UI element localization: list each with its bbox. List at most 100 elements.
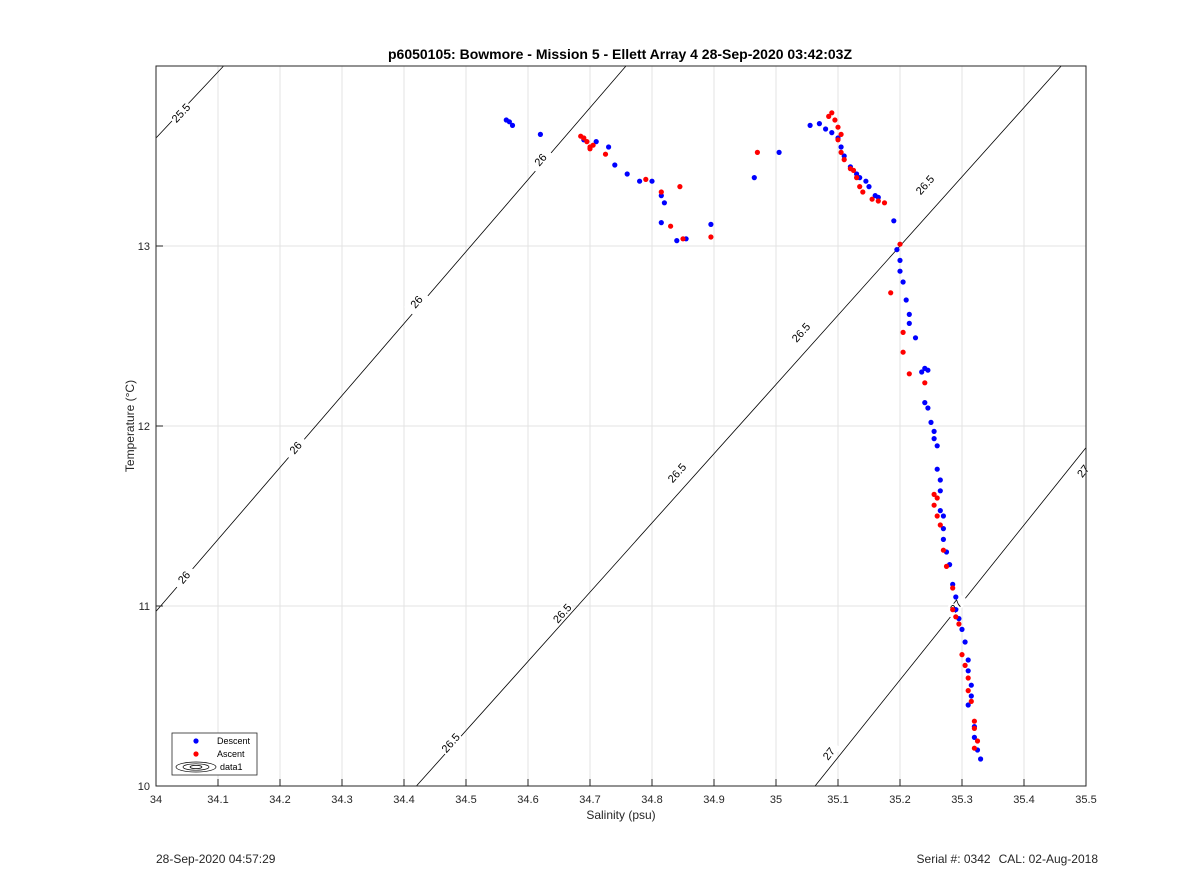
ascent-point <box>658 189 664 195</box>
descent-point <box>624 171 630 177</box>
legend-data1-label: data1 <box>220 762 243 772</box>
descent-point <box>661 200 668 206</box>
descent-point <box>906 320 912 326</box>
x-tick-label: 35.1 <box>827 794 848 806</box>
ascent-point <box>881 200 888 206</box>
descent-point <box>751 175 757 181</box>
isopycnal-label: 27 <box>1075 463 1092 480</box>
descent-point <box>965 702 971 708</box>
x-tick-label: 35.3 <box>951 794 972 806</box>
axes: 34 34.1 34.2 34.3 34.4 34.5 34.6 34.7 34.8 34.9 35… <box>138 241 1097 806</box>
isopycnal-label-bg <box>171 564 197 591</box>
ascent-point <box>974 738 981 744</box>
ascent-point <box>835 124 841 130</box>
x-tick-label: 34.6 <box>517 794 538 806</box>
descent-point <box>906 311 912 317</box>
ascent-point <box>959 652 965 658</box>
x-tick-label: 35.5 <box>1075 794 1096 806</box>
x-tick-label: 35.4 <box>1013 794 1034 806</box>
descent-point <box>823 126 829 132</box>
ascent-point <box>931 502 937 508</box>
descent-point <box>931 436 937 442</box>
ascent-point <box>931 491 937 497</box>
descent-point <box>854 171 860 177</box>
isopycnal-label-bg <box>168 99 194 126</box>
descent-point <box>968 693 974 699</box>
grid-lines <box>155 66 1087 787</box>
descent-point <box>708 221 714 227</box>
ascent-point <box>677 184 683 190</box>
isopycnal-label-bg <box>816 740 841 767</box>
ascent-point <box>668 223 674 229</box>
ascent-point <box>869 196 875 202</box>
footer-calibration: Serial #: 0342 CAL: 02-Aug-2018 <box>909 852 1098 866</box>
descent-point <box>925 367 931 373</box>
ascent-point <box>857 184 863 190</box>
descent-point <box>649 178 655 184</box>
ascent-point <box>940 547 947 553</box>
ascent-point <box>956 621 962 627</box>
descent-point <box>776 149 782 155</box>
descent-point <box>866 184 872 190</box>
legend: Descent Ascent data1 <box>171 732 258 776</box>
ascent-point <box>754 149 761 155</box>
isopycnal-label-bg <box>528 146 553 173</box>
ascent-point <box>841 157 847 163</box>
descent-point <box>506 119 512 125</box>
descent-point <box>900 279 906 285</box>
legend-descent-marker <box>193 738 199 744</box>
x-tick-label: 34.2 <box>269 794 290 806</box>
descent-point <box>897 268 903 274</box>
descent-point <box>816 121 823 127</box>
x-tick-label: 34.4 <box>393 794 414 806</box>
ascent-point <box>953 614 959 620</box>
descent-point <box>537 131 544 137</box>
footer-cal-date: CAL: 02-Aug-2018 <box>998 852 1098 866</box>
descent-point <box>940 526 947 532</box>
descent-point <box>658 220 664 226</box>
ascent-point <box>838 131 844 137</box>
ascent-point <box>643 176 649 182</box>
descent-point <box>912 335 919 341</box>
descent-point <box>928 419 934 425</box>
descent-point <box>509 122 516 128</box>
x-axis-label: Salinity (psu) <box>586 808 655 822</box>
ascent-point <box>971 718 978 724</box>
x-tick-label: 34.1 <box>207 794 228 806</box>
x-tick-label: 34.7 <box>579 794 600 806</box>
ascent-point <box>708 234 714 240</box>
legend-ascent-label: Ascent <box>217 749 245 759</box>
ascent-point <box>934 495 940 501</box>
ascent-point <box>934 513 940 519</box>
ascent-point <box>965 675 971 681</box>
isopycnal-line-26 <box>155 65 627 612</box>
x-tick-label: 34.8 <box>641 794 662 806</box>
ascent-point <box>937 522 943 528</box>
isopycnal-label-bg <box>788 319 814 346</box>
ascent-point <box>602 151 609 157</box>
descent-point <box>931 428 937 434</box>
descent-point <box>674 238 680 244</box>
descent-point <box>934 443 940 449</box>
isopycnal-label-bg <box>664 459 690 486</box>
ascent-point <box>829 110 835 116</box>
descent-point <box>971 734 978 741</box>
descent-point <box>593 139 599 145</box>
ascent-point <box>584 139 590 145</box>
descent-point <box>841 153 847 159</box>
ascent-point <box>860 189 866 195</box>
descent-point <box>937 488 943 494</box>
descent-point <box>897 257 903 263</box>
ascent-point <box>897 241 903 247</box>
legend-descent-label: Descent <box>217 736 251 746</box>
ascent-point <box>888 290 894 296</box>
descent-point <box>922 400 928 406</box>
descent-point <box>894 247 900 253</box>
isopycnal-label-bg <box>943 592 968 620</box>
legend-contour-icon <box>175 761 217 773</box>
descent-point <box>968 682 974 688</box>
descent-point <box>807 122 813 128</box>
footer-serial: Serial #: 0342 <box>916 852 991 866</box>
ascent-point <box>965 688 971 694</box>
